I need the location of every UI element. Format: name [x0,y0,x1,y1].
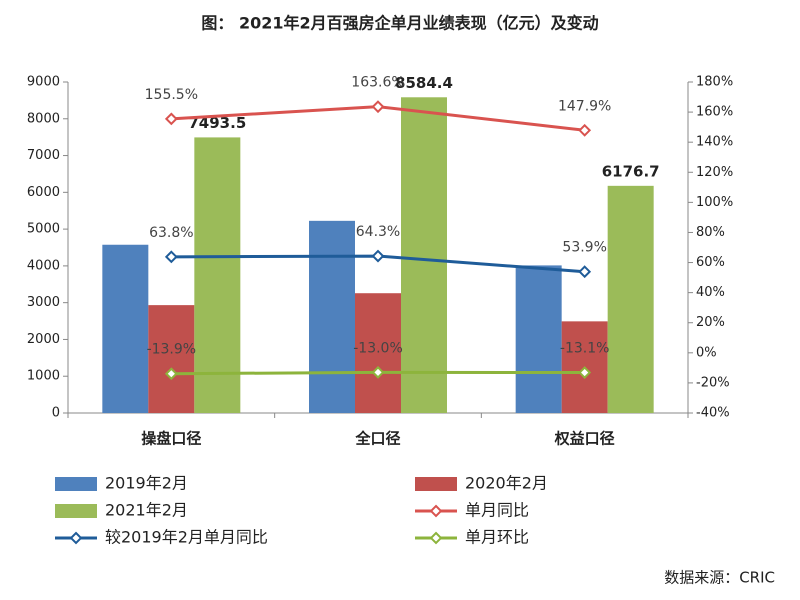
legend-label: 单月同比 [465,501,529,520]
y2-tick-label: -40% [696,406,730,421]
line-value-label: -13.9% [147,342,197,358]
line-marker [578,366,592,379]
y2-tick-label: 80% [696,225,725,240]
y2-tick-label: 180% [696,75,733,90]
legend-marker [429,531,443,545]
legend-swatch [415,477,457,491]
line-value-label: 63.8% [149,225,193,241]
legend-marker [429,504,443,518]
y2-tick-label: 140% [696,135,733,150]
line-marker [371,365,385,379]
line-value-label: -13.1% [560,341,610,357]
line-value-label: 53.9% [562,240,606,256]
legend-label: 2020年2月 [465,474,548,493]
bar-value-label: 8584.4 [395,74,453,92]
bar [355,293,401,413]
y-tick-label: 1000 [27,369,60,384]
x-tick-label: 操盘口径 [141,430,201,448]
line-value-label: 155.5% [145,87,198,103]
bar [607,185,654,413]
y2-tick-label: -20% [696,375,730,390]
y2-tick-label: 40% [696,285,725,300]
line-marker [164,367,178,381]
bar [194,137,241,414]
y-tick-label: 5000 [27,222,60,237]
bar [309,220,355,413]
bar [148,305,195,413]
bar [102,244,149,413]
y-tick-label: 9000 [27,75,60,90]
legend-label: 较2019年2月单月同比 [105,528,268,547]
y2-tick-label: 120% [696,165,733,180]
legend-swatch [55,477,97,491]
line-value-label: -13.0% [353,340,403,356]
source-note: 数据来源：CRIC [664,569,775,587]
bar [401,97,447,413]
line-marker [371,100,385,114]
legend-label: 2021年2月 [105,501,188,520]
legend-label: 2019年2月 [105,474,188,493]
line-marker [578,123,592,137]
y2-tick-label: 160% [696,105,733,120]
y-tick-label: 0 [52,406,60,421]
x-tick-label: 全口径 [354,430,400,448]
y-tick-label: 7000 [27,148,60,163]
bar-value-label: 6176.7 [602,162,660,180]
y-tick-label: 3000 [27,295,60,310]
y2-tick-label: 60% [696,255,725,270]
line-value-label: 163.6% [351,75,404,91]
y2-tick-label: 20% [696,315,725,330]
y-tick-label: 8000 [27,111,60,126]
y2-tick-label: 100% [696,195,733,210]
bar [515,265,562,413]
line-value-label: 147.9% [558,98,611,114]
x-tick-label: 权益口径 [554,430,615,448]
chart-title: 图： 2021年2月百强房企单月业绩表现（亿元）及变动 [201,14,598,33]
line-value-label: 64.3% [356,224,400,240]
y-tick-label: 6000 [27,185,60,200]
line-marker [578,265,592,279]
line-marker [164,112,178,126]
y2-tick-label: 0% [696,345,717,360]
line-marker [164,250,178,264]
y-tick-label: 2000 [27,332,60,347]
legend-swatch [55,504,97,518]
line-marker [371,249,385,263]
legend-marker [69,531,83,545]
y-tick-label: 4000 [27,258,60,273]
legend-label: 单月环比 [465,528,529,547]
